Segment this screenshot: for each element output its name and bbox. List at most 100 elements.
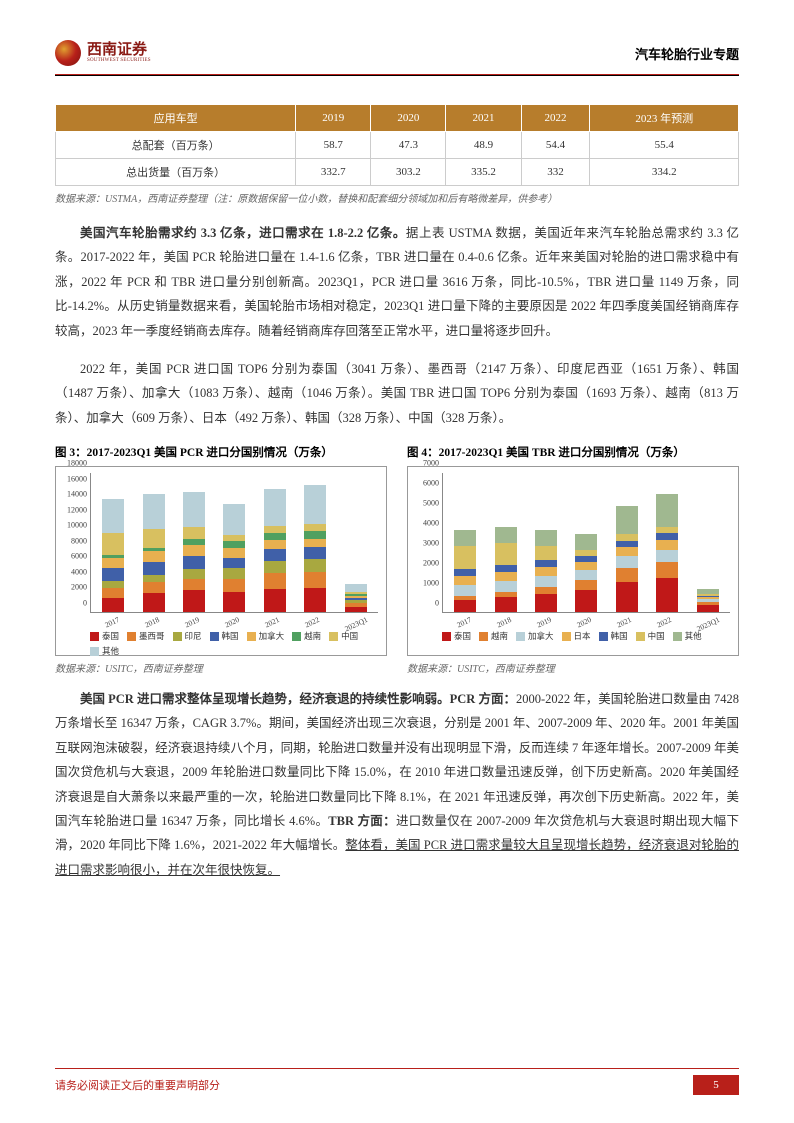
bar-group xyxy=(304,485,326,612)
bar-segment xyxy=(345,584,367,592)
table-cell: 54.4 xyxy=(521,132,590,159)
bar-segment xyxy=(223,541,245,548)
table-source: 数据来源：USTMA，西南证券整理（注：原数据保留一位小数，替换和配套细分领域加… xyxy=(55,190,739,205)
bar-segment xyxy=(304,547,326,559)
legend-swatch xyxy=(673,632,682,641)
bar-group xyxy=(535,530,557,612)
bar-segment xyxy=(575,580,597,590)
legend-swatch xyxy=(173,632,182,641)
bar-segment xyxy=(102,588,124,598)
bar-group xyxy=(697,589,719,612)
x-label: 2018 xyxy=(144,615,161,629)
legend-swatch xyxy=(90,647,99,656)
bar-segment xyxy=(264,533,286,541)
bar-segment xyxy=(304,559,326,572)
header-rule xyxy=(55,74,739,76)
bar-segment xyxy=(575,562,597,570)
para3-tbr-lead: TBR 方面： xyxy=(328,814,396,828)
legend-swatch xyxy=(636,632,645,641)
bar-segment xyxy=(143,575,165,583)
bar-segment xyxy=(264,589,286,612)
y-tick: 0 xyxy=(435,599,439,608)
legend-label: 加拿大 xyxy=(528,630,554,642)
bar-segment xyxy=(495,572,517,581)
bar-segment xyxy=(495,581,517,592)
legend-swatch xyxy=(599,632,608,641)
bar-group xyxy=(183,492,205,613)
bar-segment xyxy=(183,569,205,578)
legend-item: 泰国 xyxy=(90,630,119,642)
bar-segment xyxy=(102,581,124,588)
table-cell: 总配套（百万条） xyxy=(56,132,296,159)
chart-4-box: 01000200030004000500060007000 2017201820… xyxy=(407,466,739,656)
bar-segment xyxy=(102,499,124,533)
bar-segment xyxy=(223,504,245,535)
y-tick: 7000 xyxy=(423,459,439,468)
bar-segment xyxy=(183,556,205,569)
legend-swatch xyxy=(210,632,219,641)
bar-segment xyxy=(143,593,165,612)
page-header: 西南证券 SOUTHWEST SECURITIES 汽车轮胎行业专题 xyxy=(55,40,739,66)
chart-3-area: 0200040006000800010000120001400016000180… xyxy=(90,473,378,613)
table-header-cell: 2019 xyxy=(296,105,371,132)
table-cell: 48.9 xyxy=(446,132,521,159)
x-label: 2022 xyxy=(303,615,320,629)
legend-item: 韩国 xyxy=(599,630,628,642)
chart-3-source: 数据来源：USITC，西南证券整理 xyxy=(55,660,387,675)
bar-group xyxy=(656,494,678,612)
y-tick: 4000 xyxy=(71,567,87,576)
legend-item: 墨西哥 xyxy=(127,630,165,642)
bar-segment xyxy=(264,549,286,561)
table-header-cell: 2020 xyxy=(371,105,446,132)
para1-lead: 美国汽车轮胎需求约 3.3 亿条，进口需求在 1.8-2.2 亿条。 xyxy=(80,226,406,240)
legend-item: 其他 xyxy=(673,630,702,642)
bar-segment xyxy=(454,530,476,546)
legend-item: 韩国 xyxy=(210,630,239,642)
bar-segment xyxy=(656,540,678,550)
bar-segment xyxy=(454,546,476,569)
bar-group xyxy=(223,504,245,612)
table-row: 总配套（百万条）58.747.348.954.455.4 xyxy=(56,132,739,159)
y-tick: 2000 xyxy=(423,559,439,568)
y-tick: 10000 xyxy=(67,521,87,530)
para1-rest: 据上表 USTMA 数据，美国近年来汽车轮胎总需求约 3.3 亿条。2017-2… xyxy=(55,226,739,338)
bar-segment xyxy=(495,543,517,565)
bar-segment xyxy=(223,548,245,557)
paragraph-3: 美国 PCR 进口需求整体呈现增长趋势，经济衰退的持续性影响弱。PCR 方面：2… xyxy=(55,687,739,882)
chart-4-area: 01000200030004000500060007000 xyxy=(442,473,730,613)
bar-segment xyxy=(535,546,557,560)
bar-segment xyxy=(183,590,205,612)
y-tick: 1000 xyxy=(423,579,439,588)
legend-item: 印尼 xyxy=(173,630,202,642)
bar-segment xyxy=(616,568,638,582)
bar-group xyxy=(575,534,597,612)
bar-segment xyxy=(535,567,557,576)
legend-label: 泰国 xyxy=(102,630,119,642)
bar-segment xyxy=(616,547,638,556)
bar-segment xyxy=(575,590,597,612)
legend-swatch xyxy=(329,632,338,641)
chart-4-column: 图 4：2017-2023Q1 美国 TBR 进口分国别情况（万条） 01000… xyxy=(407,444,739,675)
bar-segment xyxy=(535,576,557,587)
bar-segment xyxy=(264,526,286,533)
y-tick: 18000 xyxy=(67,459,87,468)
legend-label: 韩国 xyxy=(222,630,239,642)
bar-segment xyxy=(264,561,286,573)
table-header-cell: 2021 xyxy=(446,105,521,132)
bar-segment xyxy=(697,605,719,612)
legend-item: 中国 xyxy=(636,630,665,642)
bar-segment xyxy=(143,551,165,562)
legend-label: 加拿大 xyxy=(259,630,285,642)
y-tick: 0 xyxy=(83,599,87,608)
table-cell: 47.3 xyxy=(371,132,446,159)
logo-en: SOUTHWEST SECURITIES xyxy=(87,58,151,63)
chart-3-box: 0200040006000800010000120001400016000180… xyxy=(55,466,387,656)
bar-segment xyxy=(143,494,165,529)
legend-label: 中国 xyxy=(648,630,665,642)
legend-swatch xyxy=(90,632,99,641)
bar-segment xyxy=(183,545,205,556)
x-label: 2020 xyxy=(575,615,592,629)
logo-cn: 西南证券 xyxy=(87,43,151,58)
bar-segment xyxy=(264,489,286,526)
x-label: 2017 xyxy=(104,615,121,629)
